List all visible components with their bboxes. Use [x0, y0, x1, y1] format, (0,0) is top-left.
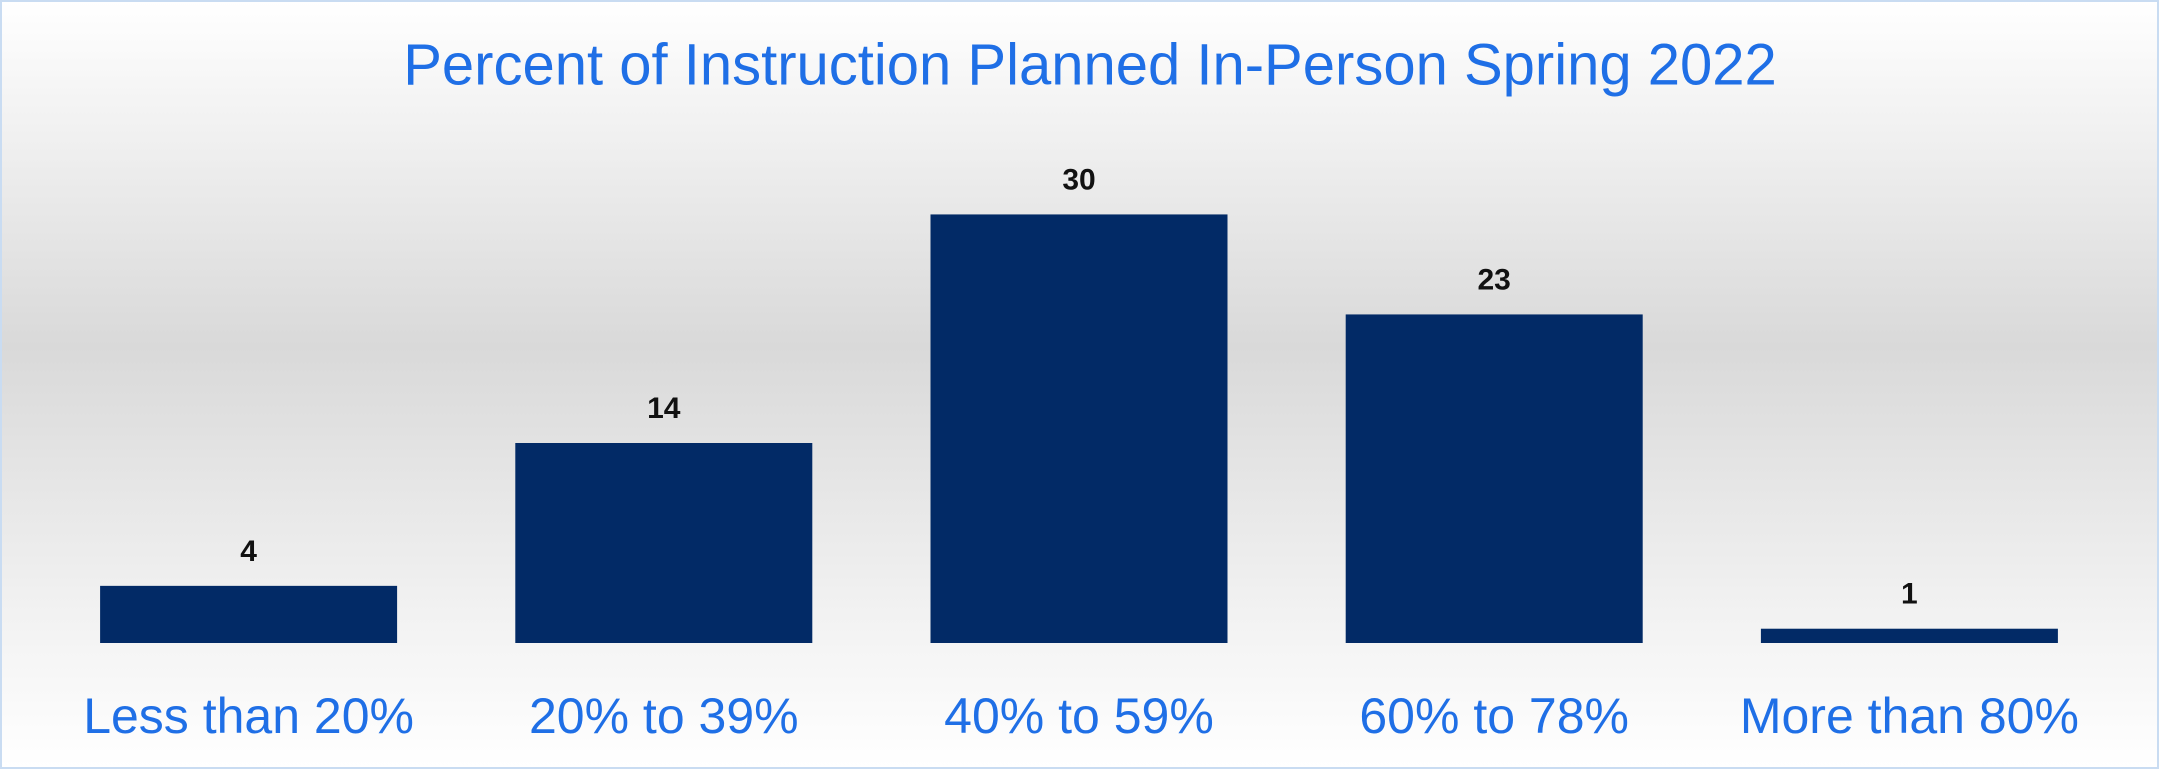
bar	[1345, 314, 1643, 643]
data-label: 1	[1901, 578, 1918, 611]
data-label: 14	[647, 392, 681, 425]
bar	[515, 443, 813, 643]
x-tick-label: 20% to 39%	[529, 688, 799, 744]
x-tick-label: 60% to 78%	[1359, 688, 1629, 744]
bar	[930, 214, 1228, 643]
x-tick-label: 40% to 59%	[944, 688, 1214, 744]
bar	[1760, 628, 2058, 643]
x-tick-label: Less than 20%	[83, 688, 414, 744]
bar	[100, 585, 398, 643]
chart-title: Percent of Instruction Planned In-Person…	[403, 32, 1777, 97]
data-label: 23	[1478, 263, 1511, 296]
x-tick-label: More than 80%	[1740, 688, 2079, 744]
data-label: 30	[1062, 163, 1095, 196]
data-label: 4	[240, 535, 257, 568]
